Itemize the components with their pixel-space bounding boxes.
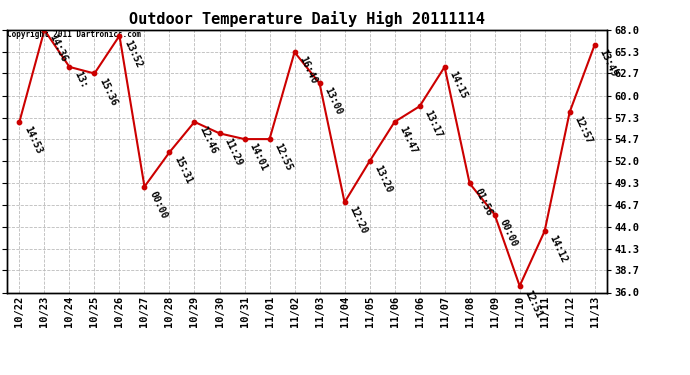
Point: [114, 33, 125, 39]
Point: [264, 136, 275, 142]
Text: 14:15: 14:15: [447, 70, 469, 100]
Title: Outdoor Temperature Daily High 20111114: Outdoor Temperature Daily High 20111114: [129, 12, 485, 27]
Text: 14:47: 14:47: [397, 124, 419, 156]
Point: [389, 119, 400, 125]
Text: 13:17: 13:17: [422, 109, 444, 140]
Text: 12:57: 12:57: [573, 115, 594, 146]
Point: [464, 180, 475, 186]
Point: [39, 27, 50, 33]
Point: [364, 158, 375, 164]
Text: 13:00: 13:00: [322, 86, 344, 117]
Point: [439, 64, 450, 70]
Text: 13:20: 13:20: [373, 164, 394, 195]
Text: Copyright 2011 Dartronics.com: Copyright 2011 Dartronics.com: [7, 30, 141, 39]
Point: [589, 42, 600, 48]
Point: [289, 49, 300, 55]
Text: 16:40: 16:40: [297, 55, 319, 86]
Text: 11:29: 11:29: [222, 136, 244, 167]
Text: 13:: 13:: [72, 70, 89, 90]
Text: 13:49: 13:49: [598, 48, 619, 78]
Point: [539, 228, 550, 234]
Point: [164, 149, 175, 155]
Text: 12:51: 12:51: [522, 289, 544, 320]
Point: [414, 103, 425, 109]
Text: 15:36: 15:36: [97, 76, 119, 107]
Point: [89, 70, 100, 76]
Text: 12:20: 12:20: [347, 205, 369, 236]
Text: 01:56: 01:56: [473, 186, 494, 217]
Point: [339, 199, 350, 205]
Text: 13:52: 13:52: [122, 39, 144, 69]
Text: 00:00: 00:00: [497, 217, 519, 248]
Point: [139, 184, 150, 190]
Point: [239, 136, 250, 142]
Point: [64, 64, 75, 70]
Point: [214, 130, 225, 136]
Text: 14:12: 14:12: [547, 234, 569, 265]
Point: [14, 119, 25, 125]
Point: [314, 80, 325, 86]
Point: [489, 211, 500, 217]
Point: [189, 119, 200, 125]
Text: 12:46: 12:46: [197, 124, 219, 156]
Text: 14:53: 14:53: [22, 124, 43, 156]
Text: 00:00: 00:00: [147, 189, 169, 220]
Text: 12:55: 12:55: [273, 142, 294, 173]
Text: 14:01: 14:01: [247, 142, 269, 173]
Point: [514, 283, 525, 289]
Text: 15:31: 15:31: [172, 155, 194, 186]
Point: [564, 109, 575, 115]
Text: 14:36: 14:36: [47, 33, 69, 64]
